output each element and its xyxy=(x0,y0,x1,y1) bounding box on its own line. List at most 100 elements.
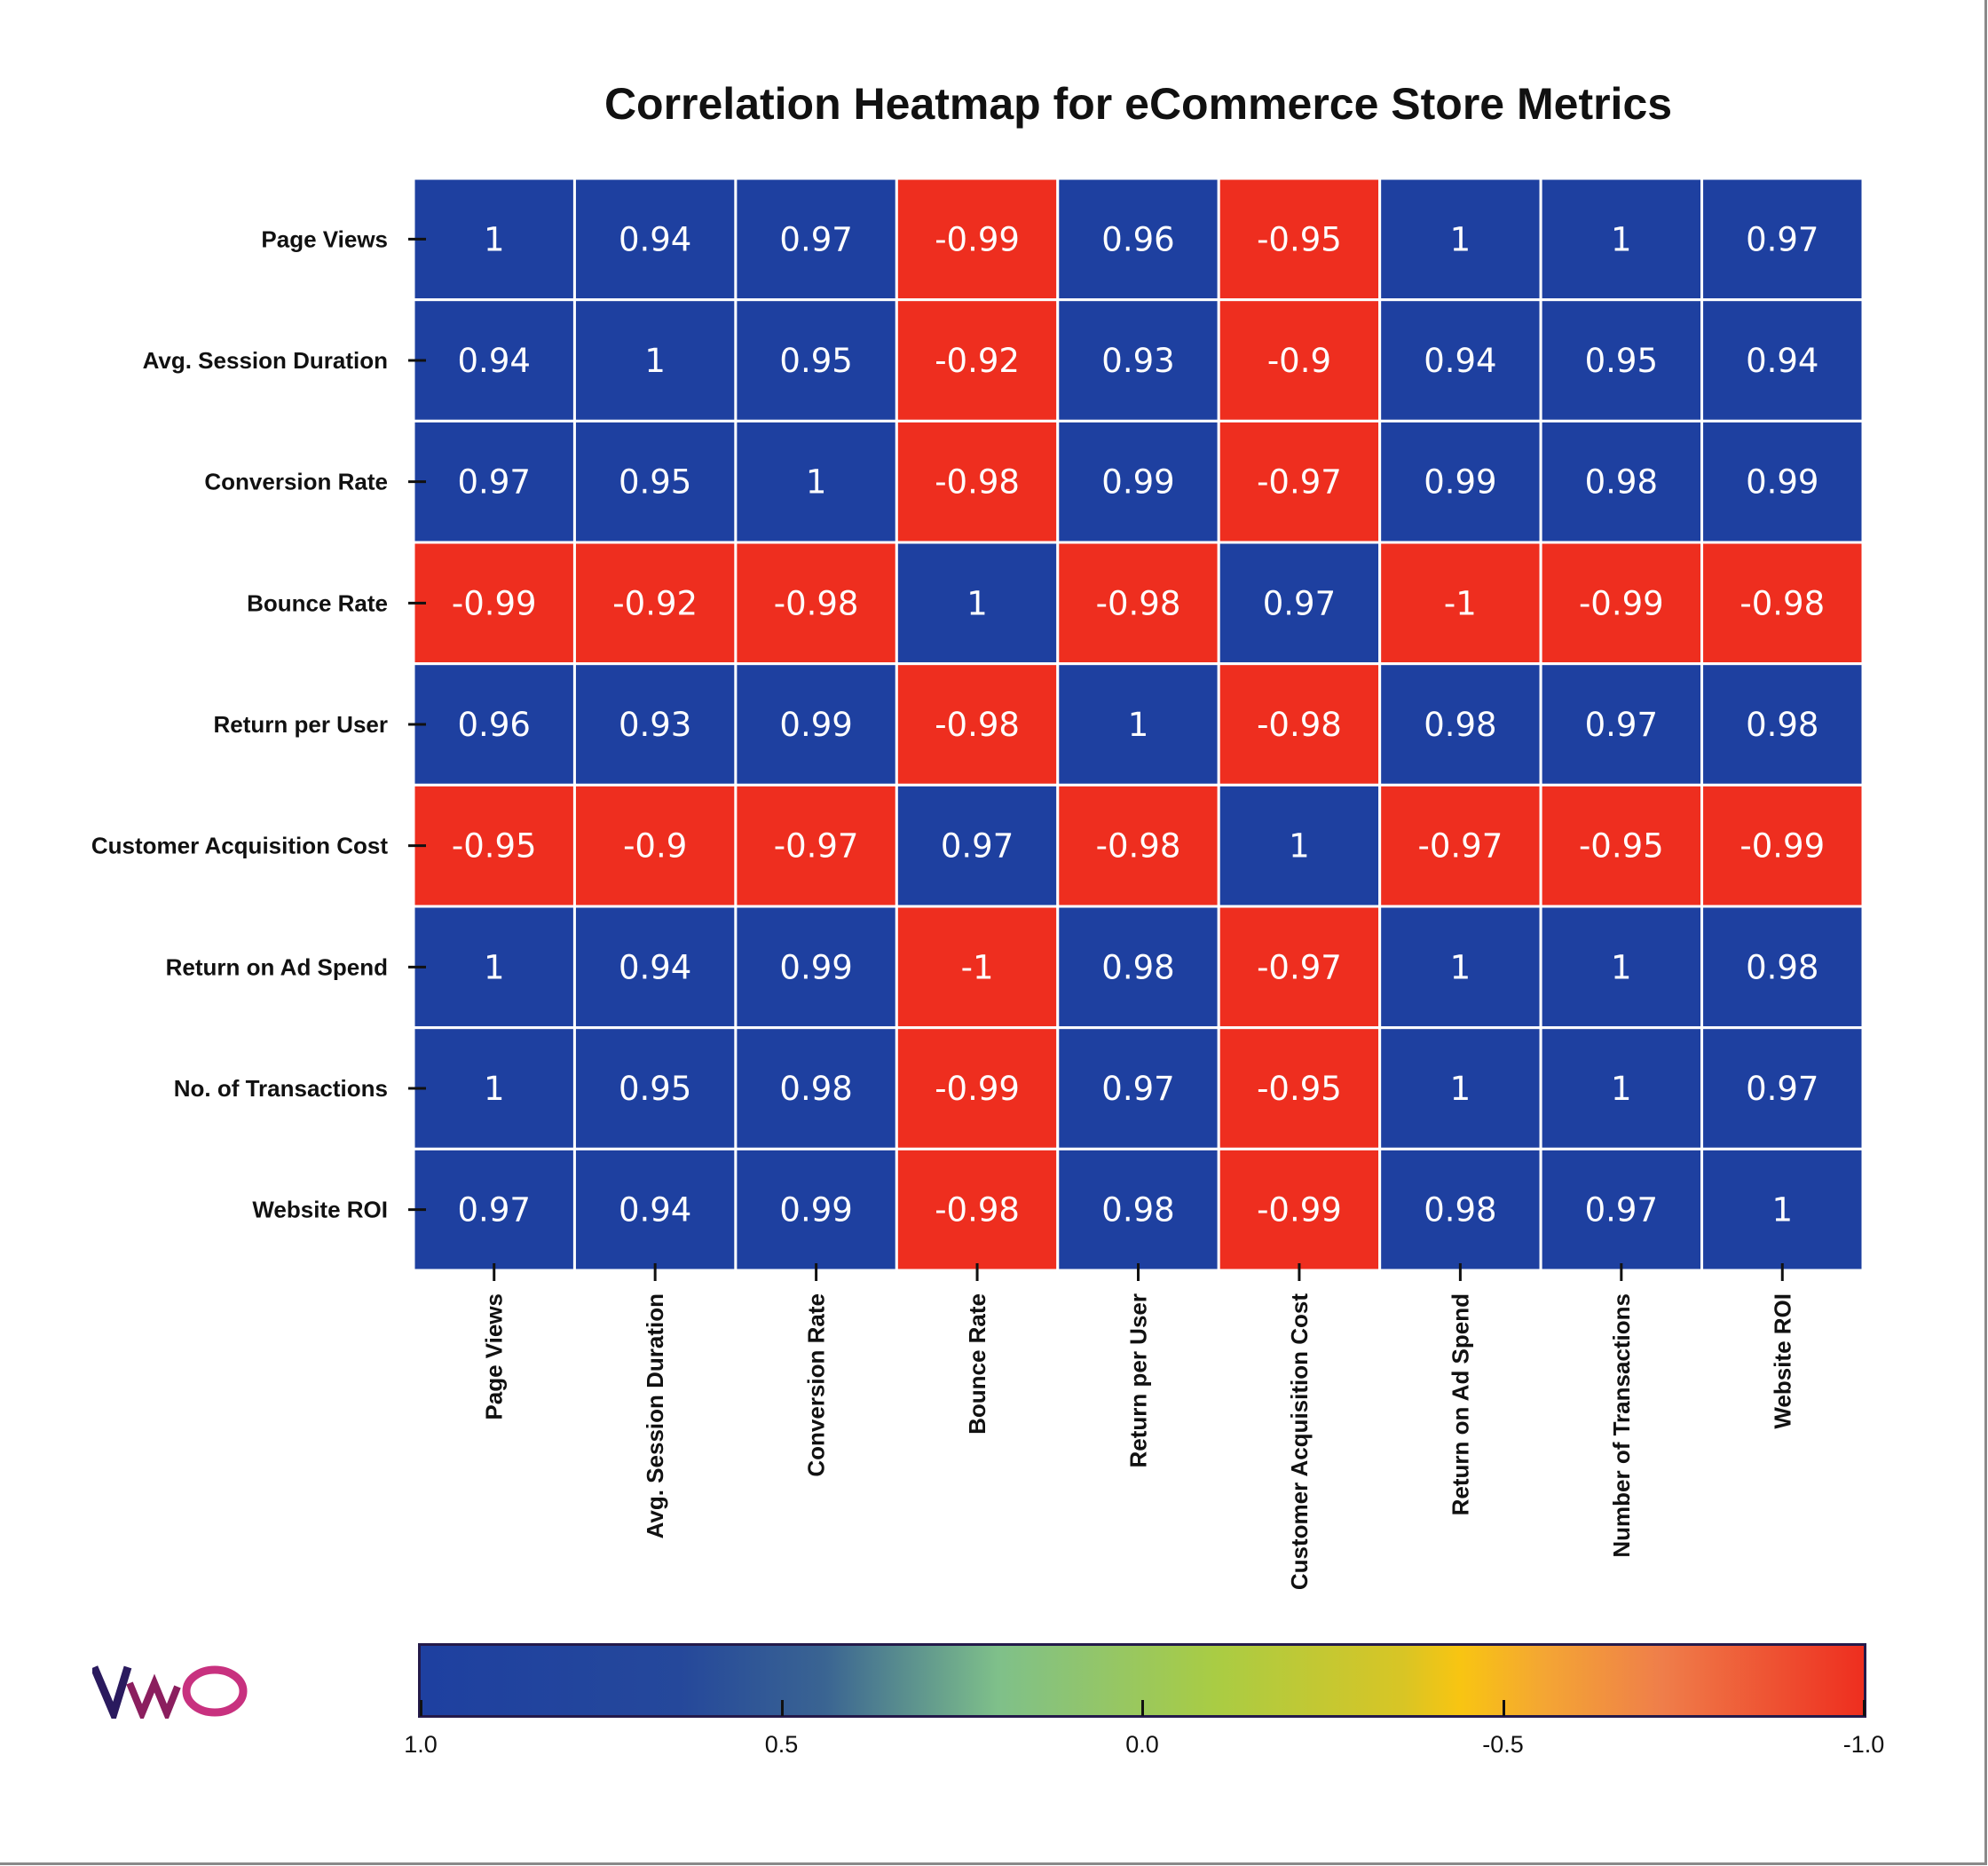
y-tick-label: Conversion Rate xyxy=(204,469,388,495)
heatmap-cell xyxy=(1378,783,1542,908)
y-tick-label: Website ROI xyxy=(252,1197,388,1223)
colorbar-tick xyxy=(1502,1700,1505,1716)
cell-value: 0.99 xyxy=(779,706,852,744)
heatmap-cell xyxy=(1378,298,1542,423)
cell-value: 0.99 xyxy=(779,948,852,986)
heatmap-cell xyxy=(1056,783,1220,908)
cell-value: 0.98 xyxy=(1585,463,1658,502)
cell-value: 0.96 xyxy=(458,706,531,744)
heatmap-cell xyxy=(1378,177,1542,302)
cell-value: -0.95 xyxy=(1579,827,1664,866)
heatmap-cell xyxy=(572,1026,738,1150)
colorbar-tick-label: -0.5 xyxy=(1482,1731,1524,1758)
cell-value: -0.98 xyxy=(1096,827,1181,866)
cell-value: 1 xyxy=(644,342,666,380)
y-tick-label: Page Views xyxy=(261,225,388,252)
heatmap-cell xyxy=(1700,783,1865,908)
heatmap-cell xyxy=(895,298,1060,423)
cell-value: -0.98 xyxy=(1740,584,1825,622)
cell-value: 0.97 xyxy=(458,1191,531,1230)
chart-title: Correlation Heatmap for eCommerce Store … xyxy=(604,79,1673,129)
heatmap-cell xyxy=(572,1147,738,1272)
cell-value: -0.98 xyxy=(935,706,1020,744)
cell-value: 0.94 xyxy=(1424,342,1496,380)
cell-value: 0.94 xyxy=(619,220,691,258)
cell-value: 0.98 xyxy=(1424,706,1496,744)
y-tick-label: Return on Ad Spend xyxy=(166,953,388,980)
cell-value: -0.9 xyxy=(1267,342,1331,380)
heatmap-cell xyxy=(1700,662,1865,787)
cell-value: 0.97 xyxy=(941,827,1014,866)
cell-value: 1 xyxy=(1450,220,1471,258)
heatmap-cell xyxy=(572,419,738,544)
cell-value: -1 xyxy=(961,948,994,986)
colorbar-tick-label: -1.0 xyxy=(1842,1731,1885,1758)
heatmap-cell xyxy=(734,419,898,544)
heatmap-cell xyxy=(1056,662,1220,787)
heatmap-cell xyxy=(734,783,898,908)
cell-value: -0.92 xyxy=(935,342,1020,380)
cell-value: -0.92 xyxy=(612,584,698,622)
cell-value: -0.99 xyxy=(935,1070,1020,1108)
cell-value: 1 xyxy=(1450,948,1471,986)
heatmap-cell xyxy=(412,541,576,666)
heatmap-cell xyxy=(1700,419,1865,544)
cell-value: 0.98 xyxy=(779,1070,852,1108)
heatmap-cell xyxy=(1700,1026,1865,1150)
cell-value: -0.9 xyxy=(623,827,687,866)
cell-value: -0.98 xyxy=(774,584,859,622)
cell-value: 0.94 xyxy=(1746,342,1818,380)
cell-value: -0.97 xyxy=(1257,948,1342,986)
heatmap-cell xyxy=(895,1147,1060,1272)
cell-value: -0.95 xyxy=(452,827,537,866)
cell-value: 0.96 xyxy=(1101,220,1174,258)
heatmap-cell xyxy=(1378,541,1542,666)
heatmap-cell xyxy=(734,541,898,666)
cell-value: 1 xyxy=(484,1070,505,1108)
heatmap-cell xyxy=(734,298,898,423)
cell-value: -0.98 xyxy=(935,463,1020,502)
x-tick-label: Website ROI xyxy=(1769,1293,1795,1429)
y-tick-label: Return per User xyxy=(214,711,389,738)
y-tick-label: No. of Transactions xyxy=(174,1075,388,1102)
cell-value: 0.94 xyxy=(619,948,691,986)
cell-value: 1 xyxy=(1128,706,1149,744)
heatmap-cell xyxy=(895,1026,1060,1150)
cell-value: 0.93 xyxy=(619,706,691,744)
cell-value: -0.99 xyxy=(1579,584,1664,622)
heatmap-cell xyxy=(1539,541,1704,666)
cell-value: -0.97 xyxy=(774,827,859,866)
cell-value: -0.99 xyxy=(1740,827,1825,866)
heatmap-cell xyxy=(572,905,738,1030)
cell-value: 1 xyxy=(1289,827,1310,866)
cell-value: 1 xyxy=(1611,948,1632,986)
heatmap-cell xyxy=(1217,541,1382,666)
heatmap-cell xyxy=(1217,419,1382,544)
cell-value: 0.95 xyxy=(1585,342,1658,380)
cell-value: 0.99 xyxy=(1746,463,1818,502)
cell-value: 0.97 xyxy=(1585,1191,1658,1230)
cell-value: 0.97 xyxy=(1746,220,1818,258)
x-tick-label: Number of Transactions xyxy=(1608,1293,1635,1558)
cell-value: 0.98 xyxy=(1101,948,1174,986)
heatmap-cell xyxy=(1217,905,1382,1030)
x-tick-label: Bounce Rate xyxy=(964,1293,990,1435)
colorbar-tick xyxy=(1863,1700,1866,1716)
x-tick-label: Customer Acquisition Cost xyxy=(1286,1293,1313,1591)
cell-value: -0.98 xyxy=(1096,584,1181,622)
cell-value: 0.95 xyxy=(619,463,691,502)
cell-value: -0.99 xyxy=(935,220,1020,258)
x-tick-label: Return on Ad Spend xyxy=(1447,1293,1473,1515)
cell-value: 0.97 xyxy=(1585,706,1658,744)
cell-value: 0.95 xyxy=(619,1070,691,1108)
heatmap-cell xyxy=(895,783,1060,908)
cell-value: 0.99 xyxy=(779,1191,852,1230)
heatmap-cell xyxy=(1539,177,1704,302)
heatmap-cell xyxy=(1700,905,1865,1030)
colorbar-tick-label: 0.5 xyxy=(764,1731,799,1758)
heatmap-cell xyxy=(734,1147,898,1272)
heatmap-cell xyxy=(1539,1147,1704,1272)
cell-value: 1 xyxy=(1450,1070,1471,1108)
cell-value: 0.97 xyxy=(1263,584,1336,622)
colorbar-tick xyxy=(780,1700,784,1716)
